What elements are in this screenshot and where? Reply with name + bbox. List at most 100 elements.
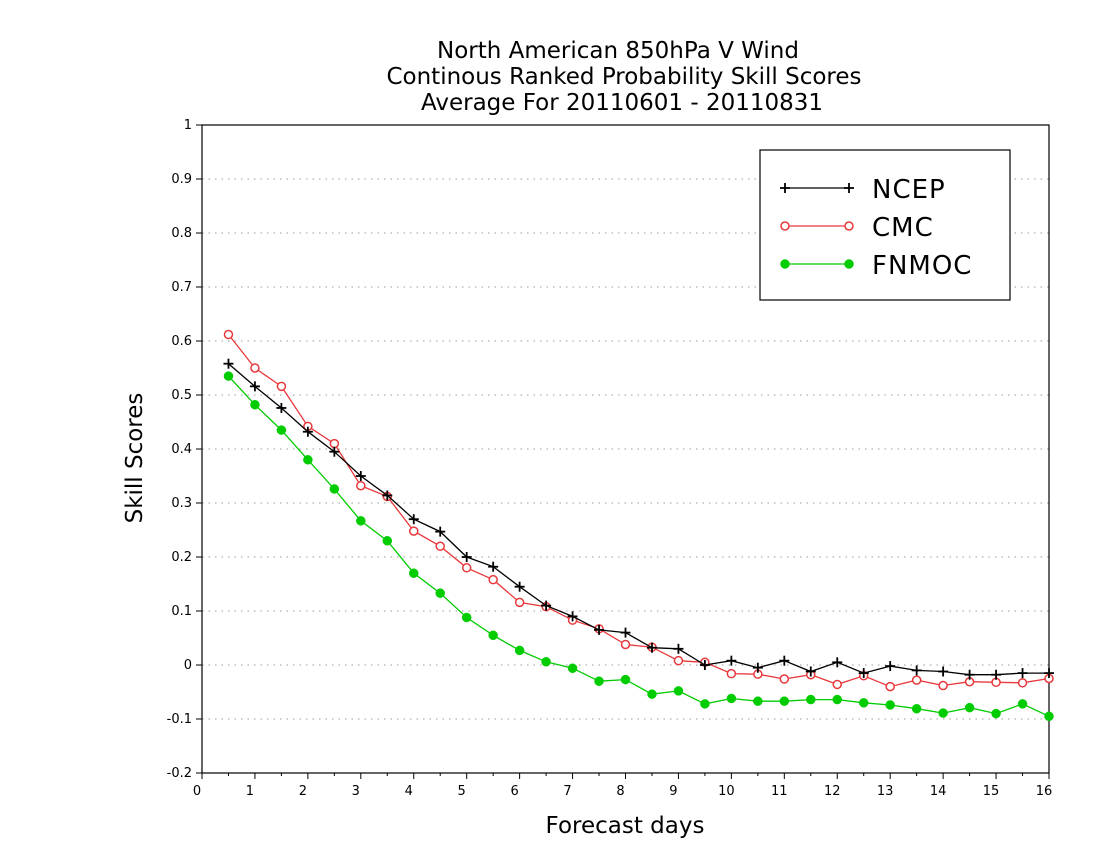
series-line-ncep [228,363,1049,676]
data-point-fnmoc [276,425,287,435]
legend: NCEP CMC FNMOC [759,149,1011,301]
x-tick-label: 9 [669,784,677,799]
data-point-fnmoc [435,588,445,598]
legend-marker [780,221,790,231]
x-tick-label: 6 [510,784,518,799]
data-point-cmc [911,675,922,685]
legend-marker [780,183,790,193]
legend-marker [844,183,854,193]
data-point-fnmoc [726,693,737,704]
y-tick-label: 0.4 [171,442,192,457]
x-tick-label: 12 [824,784,841,799]
data-point-ncep [382,490,393,501]
series-fnmoc [223,371,1054,722]
y-tick-label: 0.7 [171,280,192,295]
data-point-cmc [276,381,287,392]
legend-item-cmc: CMC [780,213,934,243]
legend-item-fnmoc: FNMOC [780,251,972,281]
x-axis-label: Forecast days [546,813,705,839]
data-point-fnmoc [779,696,790,706]
data-point-fnmoc [700,699,710,709]
data-point-ncep [249,381,260,392]
data-point-ncep [567,611,578,622]
x-tick-label: 11 [771,784,788,799]
series-ncep [223,358,1054,680]
data-point-ncep [699,660,710,670]
y-tick-label: 0.5 [171,388,192,403]
data-point-fnmoc [303,455,313,465]
x-tick-label: 10 [718,784,735,799]
legend-label-cmc: CMC [872,213,934,243]
x-tick-label: 4 [405,784,413,799]
data-point-fnmoc [594,676,604,686]
data-point-fnmoc [806,694,816,705]
x-tick-label: 3 [352,784,360,799]
data-point-ncep [858,668,869,679]
data-point-cmc [356,480,366,491]
legend-item-ncep: NCEP [780,175,945,205]
chart-title-line-2: Continous Ranked Probability Skill Score… [386,64,861,90]
data-point-cmc [250,363,260,373]
data-point-fnmoc [409,568,419,578]
series-cmc [223,329,1054,692]
data-point-ncep [488,561,499,572]
y-tick-label: 0.9 [171,172,192,187]
data-point-fnmoc [832,694,842,705]
series-layer [223,329,1054,722]
data-point-cmc [832,679,842,690]
data-point-fnmoc [567,663,578,673]
data-point-ncep [276,402,287,413]
y-tick-label: 0.6 [171,334,192,349]
data-point-fnmoc [991,708,1001,719]
data-point-cmc [938,680,948,691]
data-point-fnmoc [382,536,393,546]
data-point-fnmoc [885,700,895,710]
data-point-fnmoc [329,484,340,494]
data-point-fnmoc [964,702,975,713]
legend-marker [844,221,854,231]
data-point-ncep [408,514,419,525]
data-point-cmc [223,329,234,340]
data-point-fnmoc [753,696,763,706]
data-point-cmc [488,574,498,585]
data-point-fnmoc [858,698,869,708]
y-tick-label: -0.2 [167,766,192,781]
data-point-fnmoc [673,686,684,696]
x-tick-label: 15 [983,784,1000,799]
data-point-fnmoc [461,612,472,623]
y-tick-label: 1 [184,118,192,133]
data-point-ncep [594,624,605,635]
data-point-fnmoc [356,516,366,526]
y-tick-label: 0.3 [171,496,192,511]
x-tick-label: 13 [877,784,894,799]
data-point-fnmoc [1017,699,1028,709]
data-point-ncep [885,661,896,672]
legend-label-fnmoc: FNMOC [872,251,972,281]
x-tick-label: 7 [563,784,571,799]
data-point-ncep [991,669,1002,680]
data-point-cmc [514,597,525,608]
x-tick-label: 5 [458,784,466,799]
data-point-fnmoc [1044,711,1054,722]
data-point-ncep [541,600,552,611]
data-point-ncep [329,446,340,457]
data-point-ncep [1017,668,1028,679]
y-tick-label: 0.8 [171,226,192,241]
data-point-ncep [964,669,975,680]
data-point-ncep [805,666,816,677]
y-tick-label: 0.2 [171,550,192,565]
data-point-cmc [461,563,472,573]
data-point-ncep [726,655,737,666]
data-point-fnmoc [514,645,525,656]
data-point-cmc [409,526,419,536]
data-point-cmc [726,668,737,679]
chart-title-line-3: Average For 20110601 - 20110831 [421,90,823,116]
data-point-cmc [673,655,684,666]
data-point-fnmoc [911,703,922,714]
x-tick-label: 0 [193,784,201,799]
data-point-ncep [461,552,472,562]
data-point-cmc [329,438,340,449]
data-point-cmc [1017,678,1028,688]
data-point-fnmoc [647,689,657,699]
gridlines [202,178,1049,720]
